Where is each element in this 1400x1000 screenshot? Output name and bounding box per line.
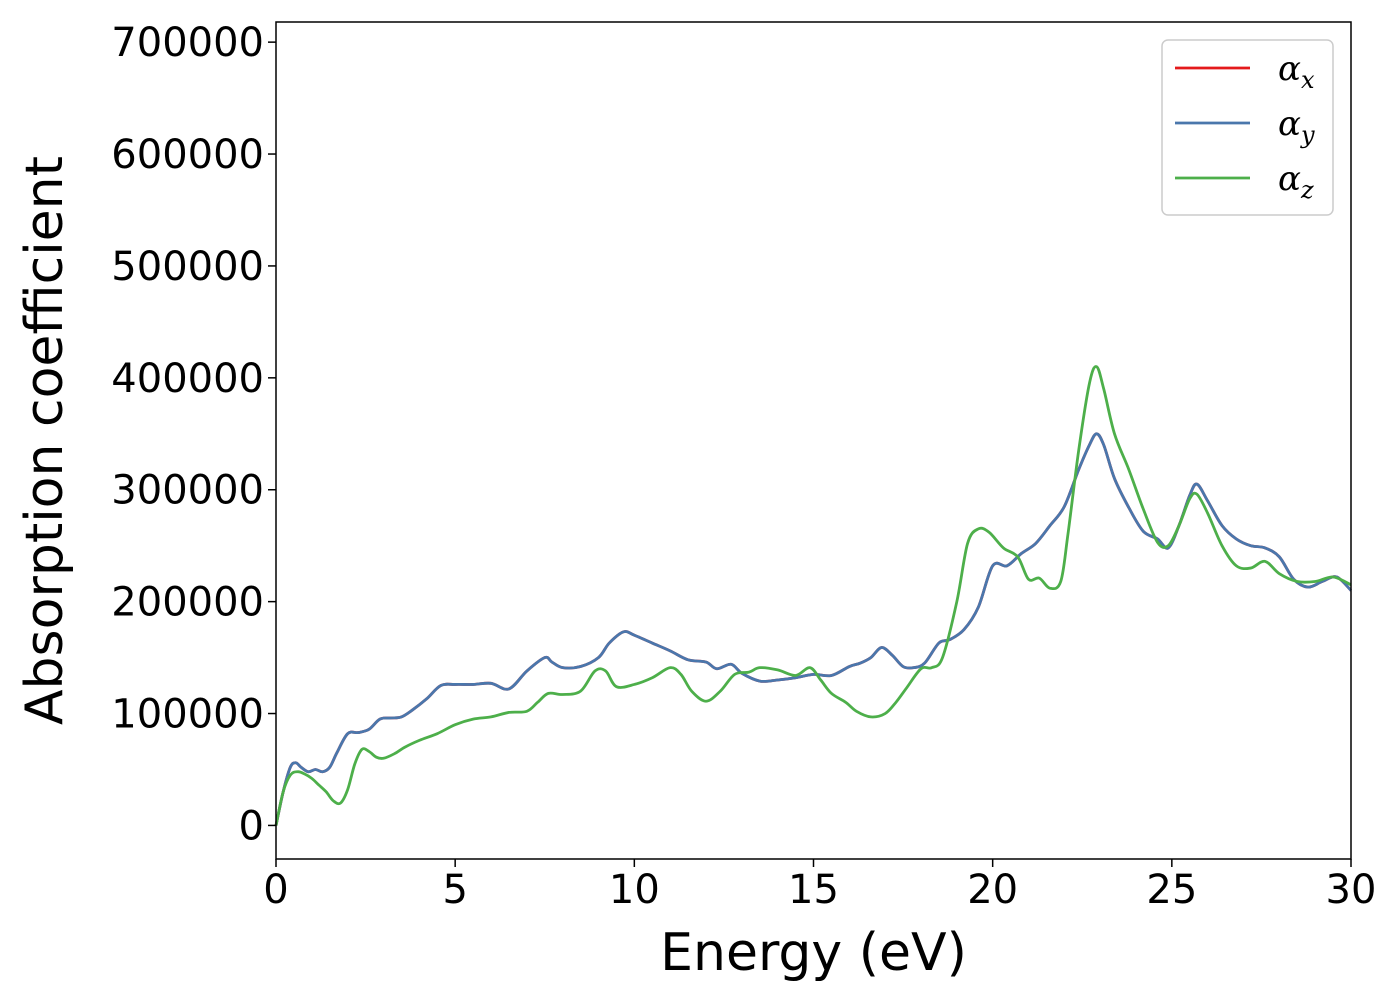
series-line-z	[274, 365, 1352, 826]
legend-label: αz	[1278, 159, 1314, 204]
x-tick-label: 20	[967, 867, 1018, 913]
x-tick-label: 5	[442, 867, 467, 913]
series-layer	[274, 365, 1353, 826]
x-tick-label: 0	[263, 867, 288, 913]
x-tick-label: 25	[1146, 867, 1197, 913]
series-line-y	[274, 432, 1353, 826]
x-axis-label: Energy (eV)	[660, 923, 967, 983]
y-tick-label: 700000	[111, 20, 264, 66]
legend-label-base: α	[1278, 159, 1301, 199]
legend-label: αy	[1278, 104, 1315, 149]
legend-item-y: αy	[1175, 104, 1315, 149]
legend-item-z: αz	[1175, 159, 1314, 204]
legend-label-sub: y	[1300, 121, 1315, 149]
legend-label: αx	[1278, 49, 1315, 94]
legend-label-base: α	[1278, 104, 1301, 144]
x-axis-ticks: 0 5 10 15 20 25 30	[263, 859, 1376, 913]
legend-box	[1161, 39, 1334, 216]
y-tick-label: 600000	[111, 132, 264, 178]
y-tick-label: 400000	[111, 356, 264, 402]
x-tick-label: 10	[609, 867, 660, 913]
legend-label-base: α	[1278, 49, 1301, 89]
y-tick-label: 300000	[111, 468, 264, 514]
y-tick-label: 100000	[111, 692, 264, 738]
y-tick-label: 0	[239, 803, 264, 849]
x-tick-label: 15	[788, 867, 839, 913]
y-axis-label: Absorption coefficient	[15, 156, 75, 725]
x-tick-label: 30	[1326, 867, 1377, 913]
y-axis-ticks: 0 100000 200000 300000 400000 500000 600000 700…	[111, 20, 276, 849]
legend-label-sub: z	[1300, 176, 1314, 204]
y-tick-label: 200000	[111, 580, 264, 626]
y-tick-label: 500000	[111, 244, 264, 290]
legend-label-sub: x	[1301, 66, 1315, 94]
legend-item-x: αx	[1175, 49, 1315, 94]
